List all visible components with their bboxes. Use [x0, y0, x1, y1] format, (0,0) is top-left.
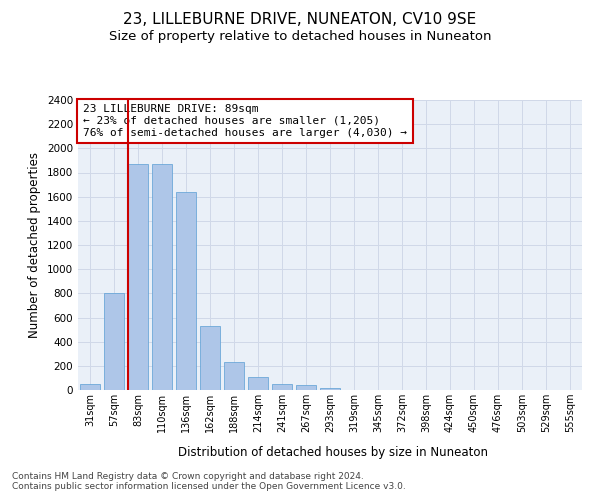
Bar [296, 385, 316, 390]
Bar [320, 388, 340, 390]
Text: Contains HM Land Registry data © Crown copyright and database right 2024.: Contains HM Land Registry data © Crown c… [12, 472, 364, 481]
Bar [224, 362, 244, 390]
Bar [200, 326, 220, 390]
Y-axis label: Number of detached properties: Number of detached properties [28, 152, 41, 338]
Text: Distribution of detached houses by size in Nuneaton: Distribution of detached houses by size … [178, 446, 488, 459]
Text: 23, LILLEBURNE DRIVE, NUNEATON, CV10 9SE: 23, LILLEBURNE DRIVE, NUNEATON, CV10 9SE [124, 12, 476, 28]
Text: Contains public sector information licensed under the Open Government Licence v3: Contains public sector information licen… [12, 482, 406, 491]
Bar [248, 378, 268, 390]
Text: 23 LILLEBURNE DRIVE: 89sqm
← 23% of detached houses are smaller (1,205)
76% of s: 23 LILLEBURNE DRIVE: 89sqm ← 23% of deta… [83, 104, 407, 138]
Text: Size of property relative to detached houses in Nuneaton: Size of property relative to detached ho… [109, 30, 491, 43]
Bar [80, 384, 100, 390]
Bar [152, 164, 172, 390]
Bar [128, 164, 148, 390]
Bar [104, 294, 124, 390]
Bar [176, 192, 196, 390]
Bar [272, 384, 292, 390]
